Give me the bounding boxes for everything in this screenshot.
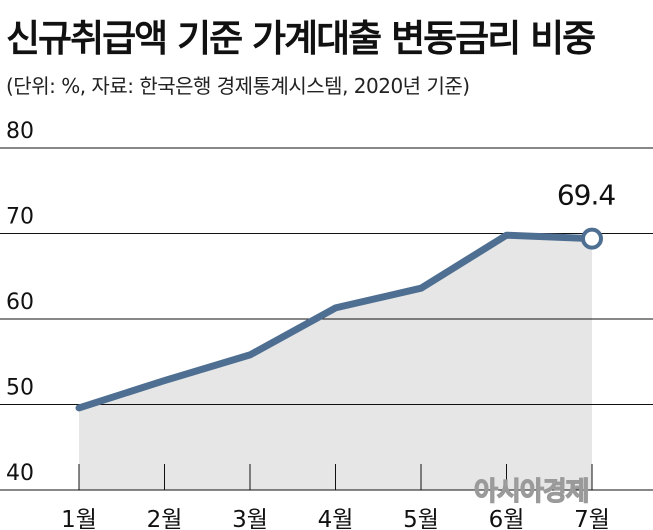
data-label: 69.4 [557,179,616,212]
y-tick-label: 70 [6,205,34,230]
chart-area-fill [79,235,592,490]
y-tick-label: 50 [6,376,34,401]
y-tick-label: 40 [6,461,34,486]
y-tick-label: 80 [6,119,34,144]
chart-subtitle: (단위: %, 자료: 한국은행 경제통계시스템, 2020년 기준) [6,74,470,98]
chart-title: 신규취급액 기준 가계대출 변동금리 비중 [6,17,596,60]
last-point-marker [581,227,603,250]
x-tick-label: 7월 [574,507,610,530]
x-tick-label: 1월 [61,507,97,530]
x-tick-label: 3월 [232,507,268,530]
x-tick-label: 6월 [489,507,525,530]
x-tick-label: 4월 [318,507,354,530]
watermark-logo: 아시아경제 [474,477,589,507]
series-line [75,231,596,412]
x-tick-label: 5월 [403,507,439,530]
x-tick-label: 2월 [147,507,183,530]
y-tick-label: 60 [6,290,34,315]
